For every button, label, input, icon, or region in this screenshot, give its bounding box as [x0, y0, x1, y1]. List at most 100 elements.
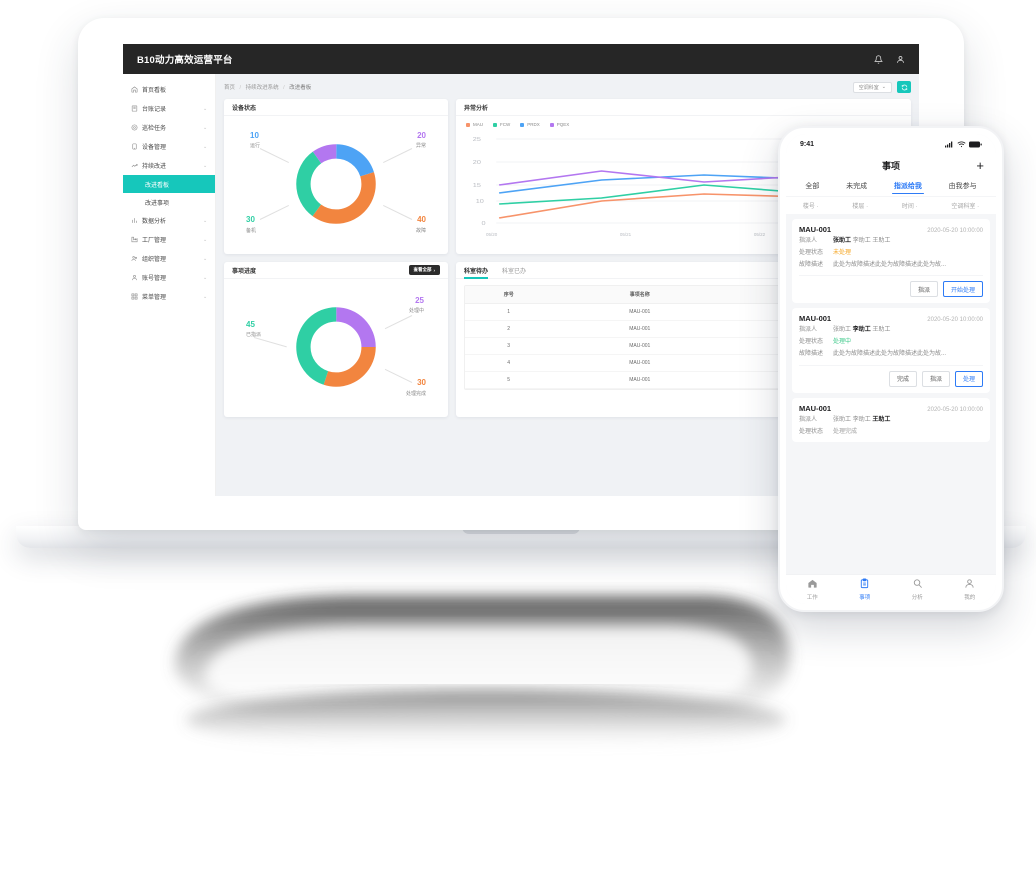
- chevron-down-icon[interactable]: ⌄: [203, 143, 208, 150]
- chevron-down-icon[interactable]: ⌄: [203, 217, 208, 224]
- assignee-label: 指派人: [799, 327, 818, 334]
- laptop-base: [16, 526, 1026, 548]
- battery-icon: [969, 135, 982, 153]
- sidebar-item-menu[interactable]: 菜单管理 ⌄: [123, 287, 215, 306]
- bell-icon[interactable]: [874, 54, 883, 64]
- chevron-down-icon[interactable]: ⌄: [203, 162, 208, 169]
- breadcrumb-item-home[interactable]: 首页: [224, 85, 236, 91]
- phone-notch: [854, 134, 928, 147]
- description-text: 此处为故障描述此处为故障描述此处为故...: [833, 350, 947, 357]
- donut-value-standby: 30: [246, 215, 255, 224]
- sidebar: 首页看板 台账记录 ⌄ 巡检任务 ⌄: [123, 74, 216, 496]
- sidebar-item-label: 设备管理: [142, 145, 167, 151]
- status-label: 处理状态: [799, 339, 824, 346]
- sidebar-item-analytics[interactable]: 数据分析 ⌄: [123, 211, 215, 230]
- donut-svg: [296, 307, 376, 387]
- breadcrumb-separator: /: [283, 85, 285, 91]
- breadcrumb: 首页 / 持续改进系统 / 改进看板: [224, 83, 311, 91]
- sidebar-item-account[interactable]: 账号管理 ⌄: [123, 268, 215, 287]
- list-item[interactable]: MAU-001 2020-05-20 10:00:00 指派人 张助工 李助工 …: [792, 397, 990, 443]
- chevron-down-icon[interactable]: ⌄: [203, 255, 208, 262]
- nav-item-analysis[interactable]: 分析: [891, 578, 944, 601]
- donut-label-assigned: 已指派: [246, 332, 262, 338]
- sidebar-item-devices[interactable]: 设备管理 ⌄: [123, 137, 215, 156]
- assign-button[interactable]: 指派: [921, 370, 950, 387]
- donut-label-running: 运行: [250, 143, 261, 149]
- task-date: 2020-05-20 10:00:00: [927, 228, 983, 234]
- sidebar-item-ledger[interactable]: 台账记录 ⌄: [123, 99, 215, 118]
- chevron-down-icon[interactable]: ⌄: [203, 293, 208, 300]
- svg-text:25: 25: [473, 137, 482, 143]
- nav-item-tasks[interactable]: 事项: [839, 578, 892, 601]
- sidebar-item-inspection[interactable]: 巡检任务 ⌄: [123, 118, 215, 137]
- process-button[interactable]: 处理: [954, 370, 983, 387]
- filter-time[interactable]: 时间 ·: [901, 204, 918, 210]
- sidebar-item-organization[interactable]: 组织管理 ⌄: [123, 249, 215, 268]
- start-process-button[interactable]: 开始处理: [942, 281, 983, 298]
- assign-button[interactable]: 指派: [909, 281, 938, 298]
- person-icon: [964, 578, 975, 591]
- user-icon[interactable]: [896, 55, 905, 64]
- sidebar-item-improvement[interactable]: 持续改进 ⌄: [123, 156, 215, 175]
- task-list[interactable]: MAU-001 2020-05-20 10:00:00 指派人 张助工 李助工 …: [786, 214, 996, 574]
- sidebar-subitem-improvement-tasks[interactable]: 改进事项: [145, 200, 170, 207]
- assignee-list: 张助工 李助工 王助工: [833, 238, 891, 244]
- chevron-down-icon[interactable]: ⌄: [203, 105, 208, 112]
- nav-item-work[interactable]: 工作: [786, 578, 839, 601]
- laptop-notch: [462, 527, 580, 534]
- refresh-button[interactable]: [897, 81, 911, 93]
- filter-building[interactable]: 楼号 ·: [802, 204, 819, 210]
- legend-item[interactable]: PRDX: [520, 122, 540, 127]
- donut-value-completed: 30: [417, 378, 426, 387]
- list-item[interactable]: MAU-001 2020-05-20 10:00:00 指派人 张助工 李助工 …: [792, 219, 990, 304]
- sidebar-item-label: 菜单管理: [142, 295, 167, 301]
- phone-screen: 9:41 事项 + 全部: [786, 134, 996, 604]
- book-icon: [130, 105, 138, 113]
- breadcrumb-item-system[interactable]: 持续改进系统: [245, 85, 279, 91]
- complete-button[interactable]: 完成: [888, 370, 917, 387]
- phone-body: 9:41 事项 + 全部: [778, 126, 1004, 612]
- chevron-down-icon[interactable]: ⌄: [203, 236, 208, 243]
- donut-value-assigned: 45: [246, 320, 255, 329]
- device-icon: [130, 143, 138, 151]
- assignee-label: 指派人: [799, 238, 818, 244]
- clipboard-icon: [859, 578, 870, 591]
- filter-floor[interactable]: 楼层 ·: [852, 204, 869, 210]
- sidebar-item-factory[interactable]: 工厂管理 ⌄: [123, 230, 215, 249]
- view-all-label: 查看全部: [413, 267, 432, 272]
- tab-all[interactable]: 全部: [805, 183, 820, 190]
- chevron-down-icon[interactable]: ⌄: [203, 274, 208, 281]
- chevron-down-icon[interactable]: ⌄: [203, 124, 208, 131]
- device-status-donut-chart: 10 运行 20 异常 30 备机: [232, 122, 440, 246]
- phone-mockup: 9:41 事项 + 全部: [778, 126, 1004, 612]
- tab-incomplete[interactable]: 未完成: [846, 183, 868, 190]
- tab-assigned-to-me[interactable]: 指派给我: [891, 176, 924, 196]
- department-select[interactable]: 空调科室 ⌄: [852, 81, 892, 93]
- sidebar-subitem-improvement-board[interactable]: 改进看板: [123, 175, 215, 193]
- status-time: 9:41: [800, 140, 815, 148]
- nav-label: 事项: [859, 595, 871, 601]
- legend-item[interactable]: PQEX: [549, 122, 569, 127]
- legend-item[interactable]: FCW: [493, 122, 510, 127]
- list-item[interactable]: MAU-001 2020-05-20 10:00:00 指派人 张助工 李助工 …: [792, 308, 990, 393]
- sidebar-item-home[interactable]: 首页看板: [123, 80, 215, 99]
- view-all-button[interactable]: 查看全部 ›: [408, 265, 440, 275]
- filter-department[interactable]: 空调科室 ·: [951, 204, 980, 210]
- donut-value-fault: 40: [417, 215, 426, 224]
- task-id: MAU-001: [799, 225, 832, 234]
- card-title: 事项进度: [232, 268, 257, 275]
- nav-item-profile[interactable]: 我的: [944, 578, 997, 601]
- task-date: 2020-05-20 10:00:00: [927, 406, 983, 413]
- legend-item[interactable]: MAU: [466, 122, 483, 127]
- chevron-right-icon: ›: [433, 267, 436, 273]
- target-icon: [130, 124, 138, 132]
- breadcrumb-bar: 首页 / 持续改进系统 / 改进看板 空调科室 ⌄: [224, 80, 911, 94]
- status-badge: 处理完成: [833, 428, 858, 435]
- tab-participated[interactable]: 由我参与: [948, 183, 977, 190]
- tab-pending[interactable]: 科室待办: [464, 262, 489, 279]
- tab-done[interactable]: 科室已办: [502, 268, 527, 275]
- add-button[interactable]: +: [976, 157, 984, 173]
- column-header-name: 事项名称: [552, 286, 728, 304]
- department-select-value: 空调科室: [858, 84, 879, 91]
